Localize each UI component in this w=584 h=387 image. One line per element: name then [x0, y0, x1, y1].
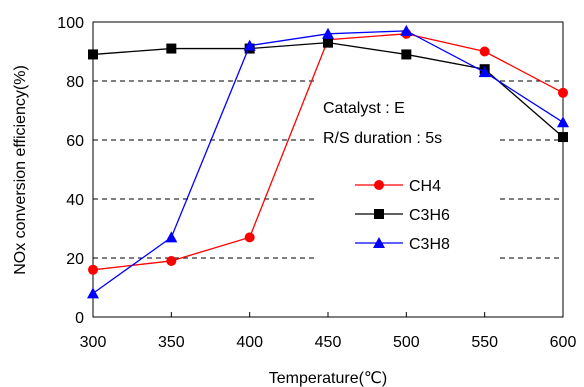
data-point-c3h8-500 [400, 24, 413, 36]
data-point-ch4-550 [479, 46, 490, 57]
x-tick-label-350: 350 [158, 334, 185, 351]
y-tick-label-100: 100 [57, 15, 84, 32]
legend-label-ch4: CH4 [409, 178, 441, 195]
data-point-ch4-300 [88, 264, 98, 275]
data-point-c3h6-500 [401, 49, 412, 60]
y-tick-label-40: 40 [66, 192, 84, 209]
x-tick-label-450: 450 [315, 334, 342, 351]
grid-lines [93, 80, 563, 259]
data-point-c3h8-350 [165, 231, 178, 243]
series-line-c3h8 [92, 30, 564, 294]
plot-area-frame [92, 21, 564, 318]
y-tick-label-60: 60 [66, 133, 84, 150]
legend-item-c3h6: C3H6 [355, 207, 450, 224]
x-tick-label-550: 550 [471, 334, 498, 351]
data-point-c3h8-550 [478, 66, 491, 78]
legend-marker-c3h8 [373, 237, 385, 248]
x-tick-label-300: 300 [80, 334, 107, 351]
data-point-c3h6-600 [558, 132, 568, 143]
series-ch4 [88, 28, 568, 275]
annotation-catalyst: Catalyst : E [323, 100, 405, 117]
legend-item-c3h8: C3H8 [355, 236, 450, 253]
data-point-c3h8-400 [243, 39, 256, 51]
data-point-c3h6-350 [166, 43, 177, 54]
y-tick-label-20: 20 [66, 251, 84, 268]
legend-label-c3h8: C3H8 [409, 236, 450, 253]
series-line-ch4 [92, 33, 564, 271]
y-tick-label-80: 80 [66, 74, 84, 91]
x-tick-label-600: 600 [550, 334, 577, 351]
legend: CH4 C3H6 C3H8 [355, 178, 450, 253]
series-c3h6 [88, 37, 568, 143]
data-point-c3h8-300 [87, 287, 99, 299]
legend-marker-ch4 [374, 180, 384, 190]
legend-marker-c3h6 [374, 209, 384, 219]
data-point-c3h8-600 [557, 116, 569, 128]
x-tick-label-400: 400 [236, 334, 263, 351]
data-point-ch4-350 [166, 255, 177, 266]
data-point-ch4-400 [244, 232, 255, 243]
data-point-c3h6-300 [88, 49, 98, 60]
legend-label-c3h6: C3H6 [409, 207, 450, 224]
y-axis-title: NOx conversion efficiency(%) [12, 65, 29, 275]
legend-item-ch4: CH4 [355, 178, 441, 195]
series-group [87, 24, 569, 299]
y-tick-label-0: 0 [75, 310, 84, 327]
data-point-c3h8-450 [322, 27, 334, 39]
data-point-ch4-600 [558, 87, 568, 98]
x-tick-label-500: 500 [393, 334, 420, 351]
axis-ticks: 0 20 40 60 80 100 300 350 400 450 500 550 600 [57, 15, 576, 351]
annotation-rs-duration: R/S duration : 5s [323, 130, 442, 147]
x-axis-title: Temperature(℃) [269, 370, 387, 387]
series-c3h8 [87, 24, 569, 299]
data-point-c3h6-450 [323, 37, 333, 48]
series-line-c3h6 [92, 41, 564, 138]
